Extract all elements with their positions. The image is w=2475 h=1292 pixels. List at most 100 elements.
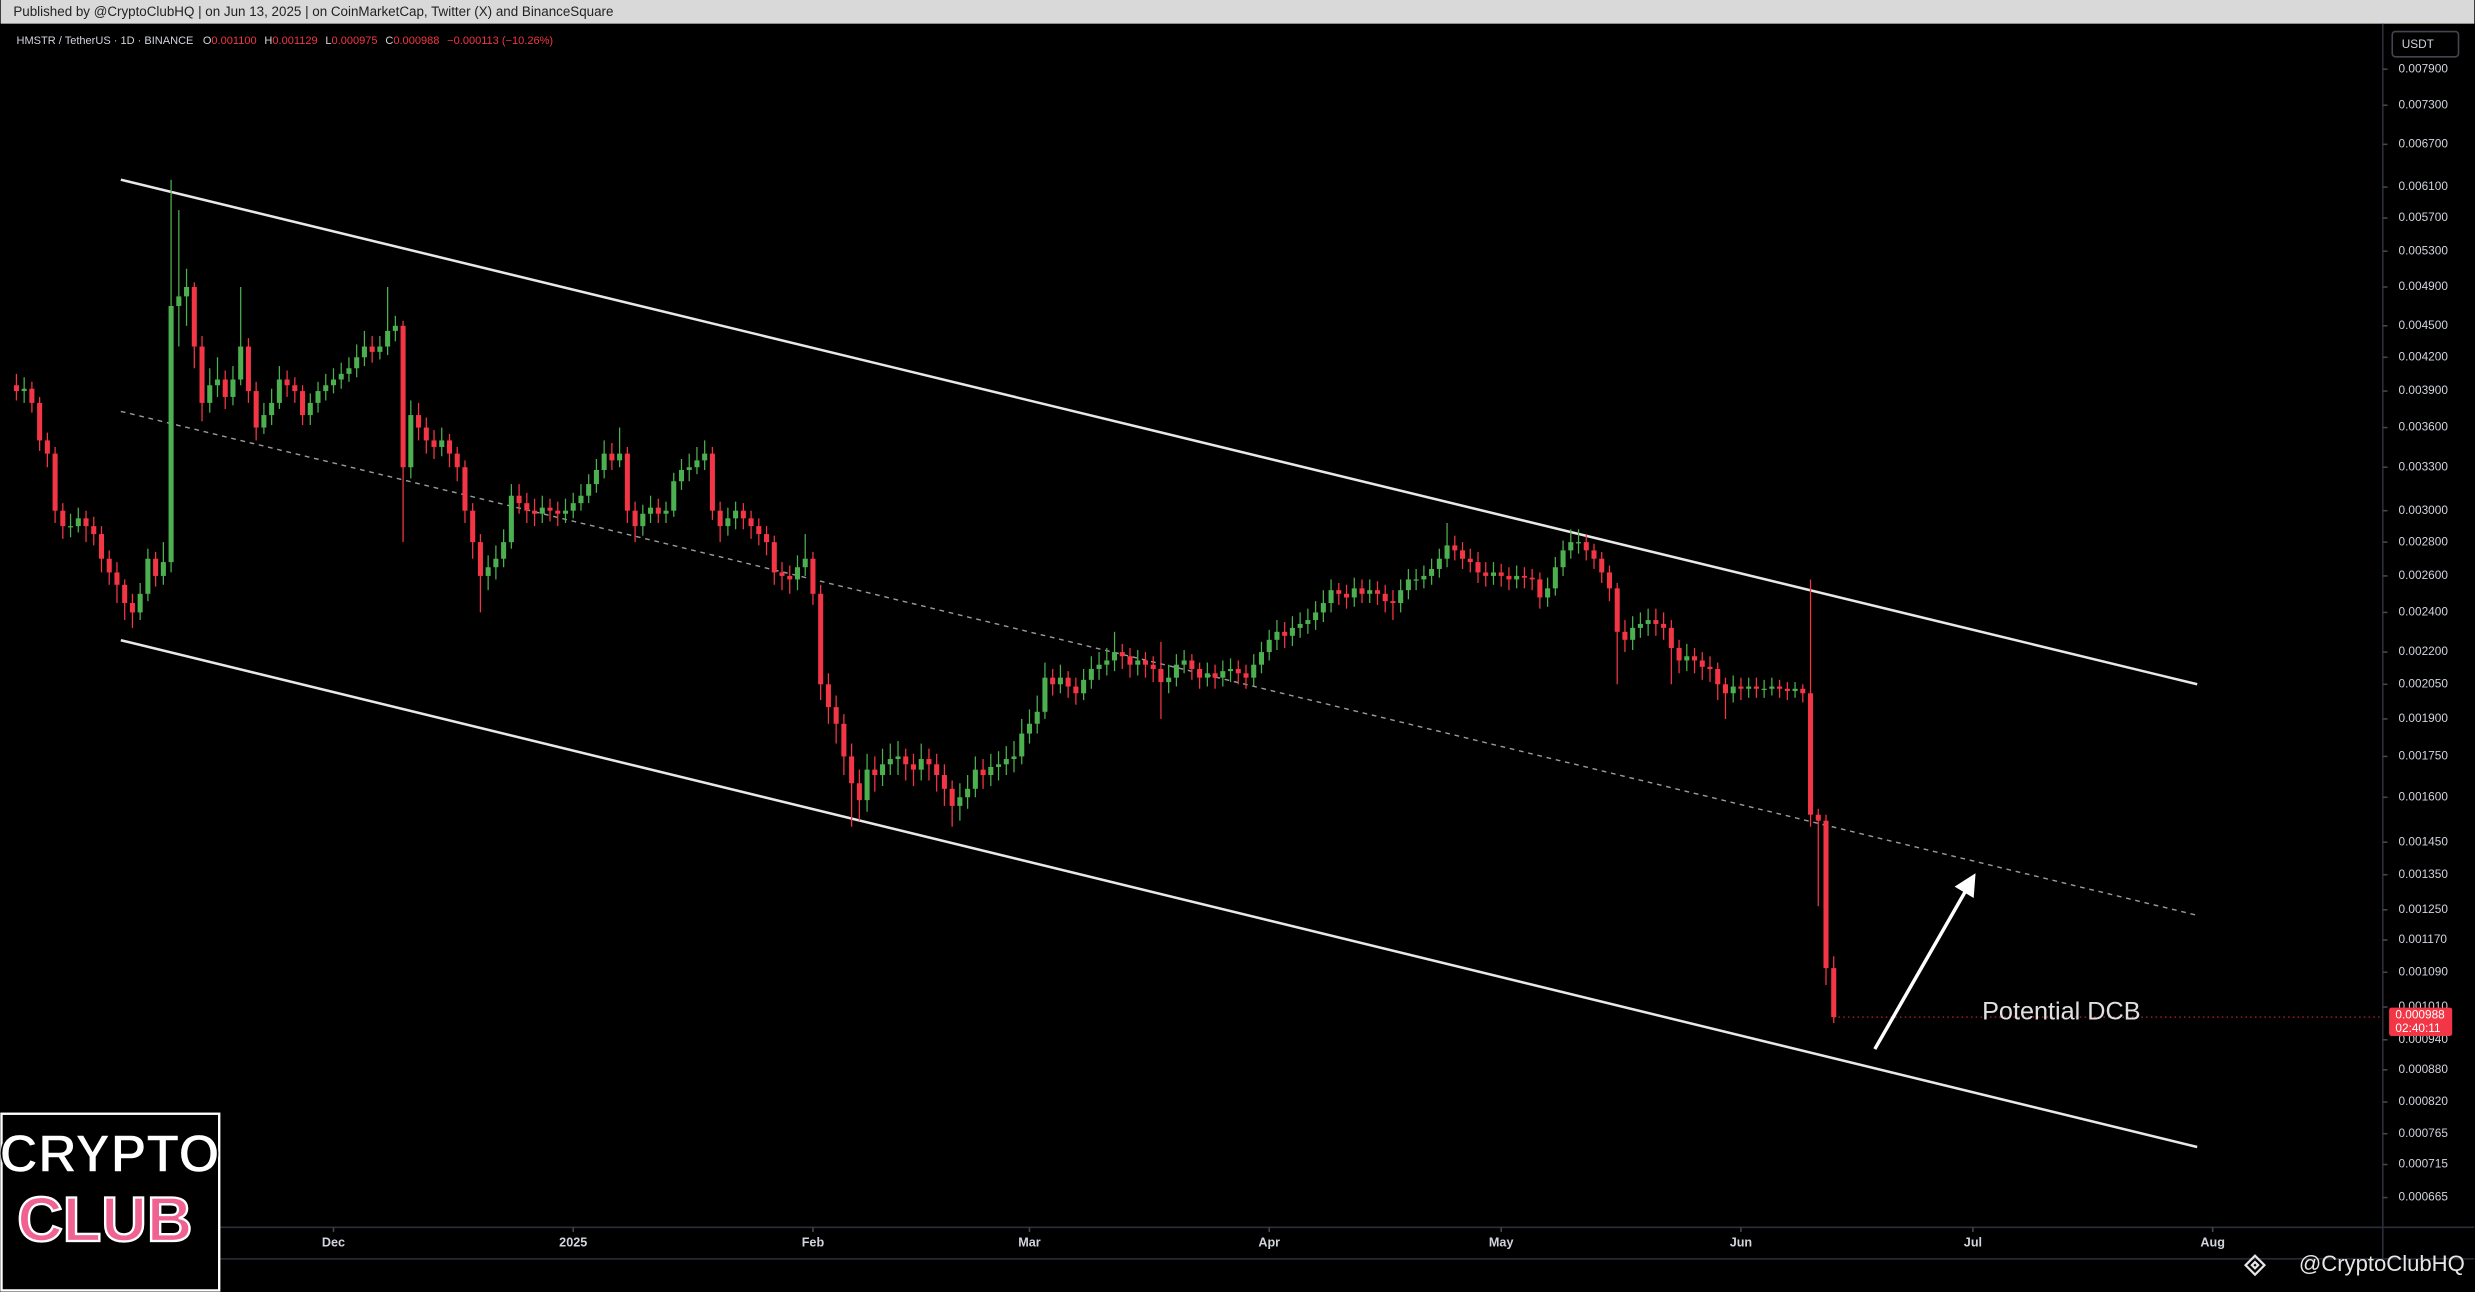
candle-body <box>83 518 89 527</box>
candle-body <box>1560 550 1566 568</box>
candle-body <box>369 346 375 352</box>
candle-body <box>532 510 538 514</box>
candle-body <box>1104 660 1110 665</box>
x-tick-label: Mar <box>1018 1235 1041 1249</box>
candle-body <box>1576 542 1582 544</box>
annotation: Potential DCB <box>1982 997 2141 1025</box>
candle-body <box>965 788 971 798</box>
candle-body <box>1467 558 1473 563</box>
candle-body <box>1065 677 1071 687</box>
y-tick-label: 0.000715 <box>2399 1157 2449 1171</box>
candle-body <box>1398 590 1404 604</box>
candle-body <box>1003 759 1009 765</box>
candle-body <box>454 453 460 468</box>
candle-body <box>1266 639 1272 653</box>
candle-body <box>238 346 244 380</box>
candle-body <box>392 325 398 331</box>
candle-body <box>44 440 50 454</box>
candle-body <box>702 453 708 461</box>
logo-text: CLUB <box>17 1185 192 1255</box>
candle-body <box>593 469 599 485</box>
watermark: @CryptoClubHQ <box>2299 1251 2465 1276</box>
candle-body <box>1784 688 1790 692</box>
candle-body <box>872 769 878 776</box>
candle-body <box>508 495 514 543</box>
candle-body <box>609 453 615 461</box>
candle-body <box>903 756 909 765</box>
y-tick-label: 0.001090 <box>2399 964 2449 978</box>
candle-body <box>988 766 994 776</box>
candle-body <box>292 385 298 392</box>
candle-body <box>802 558 808 568</box>
candle-body <box>856 783 862 801</box>
candle-body <box>957 797 963 806</box>
candle-body <box>122 584 128 604</box>
candle-body <box>1351 588 1357 598</box>
candle-body <box>1738 686 1744 689</box>
candle-body <box>1011 756 1017 760</box>
candle-body <box>1777 686 1783 689</box>
candle-body <box>887 759 893 765</box>
logo-text: CRYPTO <box>0 1124 220 1184</box>
candle-body <box>1676 647 1682 661</box>
candle-body <box>1614 588 1620 632</box>
candle-body <box>222 379 228 397</box>
x-tick-label: Feb <box>802 1235 825 1249</box>
candle-body <box>1483 572 1489 576</box>
candle-body <box>346 368 352 374</box>
candle-body <box>439 440 445 447</box>
candle-body <box>1699 660 1705 667</box>
candle-body <box>1274 631 1280 640</box>
candle-body <box>1545 588 1551 598</box>
candle-body <box>733 510 739 519</box>
candle-body <box>1568 542 1574 551</box>
candle-body <box>1498 572 1504 576</box>
currency-box[interactable] <box>2391 30 2460 58</box>
candle-body <box>640 513 646 527</box>
symbol-legend: HMSTR / TetherUS · 1D · BINANCE O0.00110… <box>16 35 553 47</box>
x-tick-label: Dec <box>322 1235 345 1249</box>
y-tick-label: 0.005300 <box>2399 243 2449 257</box>
candle-body <box>68 526 74 528</box>
candle-body <box>1815 814 1821 821</box>
y-tick-label: 0.002400 <box>2399 605 2449 619</box>
candle-body <box>1715 668 1721 685</box>
candle-body <box>1034 711 1040 724</box>
candle-body <box>1251 664 1257 678</box>
candle-body <box>1150 664 1156 669</box>
candle-body <box>880 764 886 776</box>
ohlc-value: 0.001129 <box>272 35 317 47</box>
candle-body <box>1622 631 1628 640</box>
price-tag <box>2389 1007 2453 1037</box>
candle-body <box>1823 820 1829 969</box>
y-tick-label: 0.002800 <box>2399 534 2449 548</box>
y-tick-label: 0.001250 <box>2399 902 2449 916</box>
candle-body <box>779 572 785 576</box>
candle-body <box>617 453 623 461</box>
candle-body <box>1421 575 1427 580</box>
candle-body <box>1692 656 1698 661</box>
y-tick-label: 0.003300 <box>2399 459 2449 473</box>
candle-body <box>1490 572 1496 576</box>
candle-body <box>524 503 530 511</box>
y-tick-label: 0.001600 <box>2399 789 2449 803</box>
candle-body <box>37 402 43 441</box>
candle-body <box>354 357 360 369</box>
candle-body <box>671 481 677 511</box>
candle-body <box>1096 664 1102 669</box>
candle-body <box>1746 686 1752 689</box>
candle-body <box>1514 575 1520 580</box>
candle-body <box>1320 603 1326 613</box>
candle-body <box>717 510 723 527</box>
y-tick-label: 0.006700 <box>2399 136 2449 150</box>
candle-body <box>725 518 731 527</box>
candle-body <box>137 593 143 613</box>
publish-bar <box>0 0 2475 24</box>
candle-body <box>825 684 831 708</box>
candle-body <box>184 286 190 297</box>
candle-body <box>1328 590 1334 604</box>
candle-body <box>168 305 174 563</box>
candle-body <box>1800 688 1806 694</box>
currency: USDT <box>2402 37 2434 51</box>
candle-body <box>1127 656 1133 665</box>
